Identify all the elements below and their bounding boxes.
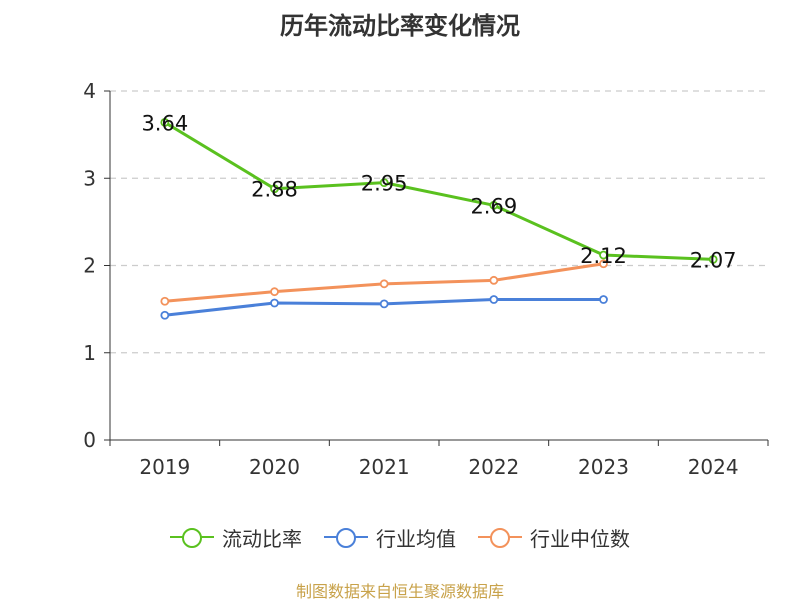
- data-point: [599, 259, 608, 269]
- legend-item-industry-median[interactable]: 行业中位数: [478, 523, 630, 552]
- legend-label-industry-median: 行业中位数: [530, 526, 630, 551]
- data-source-note: 制图数据来自恒生聚源数据库: [295, 582, 504, 601]
- legend-marker-industry-median: [478, 527, 522, 548]
- data-point: [599, 250, 608, 260]
- data-point: [708, 254, 718, 264]
- data-label: 2.69: [470, 194, 517, 218]
- x-tick-label: 2024: [688, 455, 739, 479]
- data-label: 2.95: [361, 172, 408, 196]
- data-point: [379, 299, 389, 309]
- legend-marker-current-ratio: [170, 527, 214, 548]
- x-tick-label: 2022: [468, 455, 519, 479]
- x-tick-label: 2019: [139, 455, 190, 479]
- series-line: [163, 120, 715, 261]
- data-point: [160, 310, 170, 320]
- chart-title: 历年流动比率变化情况: [280, 12, 520, 40]
- y-tick-label: 4: [83, 79, 96, 103]
- legend-label-current-ratio: 流动比率: [222, 526, 302, 551]
- data-point: [489, 275, 499, 285]
- y-tick-label: 3: [83, 166, 96, 190]
- data-point: [379, 178, 389, 188]
- y-tick-label: 0: [83, 428, 96, 452]
- legend-label-industry-average: 行业均值: [376, 526, 456, 551]
- legend-marker-industry-average: [324, 527, 368, 548]
- data-point: [379, 279, 389, 289]
- data-point: [270, 184, 279, 194]
- data-point: [160, 296, 170, 306]
- data-point: [489, 295, 499, 304]
- data-label: 2.12: [580, 244, 627, 268]
- data-point: [270, 298, 279, 308]
- x-tick-label: 2023: [578, 455, 629, 479]
- y-tick-label: 2: [83, 254, 96, 278]
- data-point: [599, 295, 608, 304]
- legend-item-industry-average[interactable]: 行业均值: [324, 523, 456, 552]
- data-point: [270, 287, 279, 297]
- legend-item-current-ratio[interactable]: 流动比率: [170, 523, 302, 552]
- data-point: [160, 118, 170, 127]
- data-point: [489, 200, 499, 210]
- data-label: 2.07: [690, 248, 737, 272]
- chart-legend: 流动比率 行业均值 行业中位数: [0, 520, 800, 554]
- x-tick-label: 2021: [359, 455, 410, 479]
- data-label: 3.64: [141, 111, 188, 135]
- y-tick-label: 1: [83, 341, 96, 365]
- data-label: 2.88: [251, 178, 298, 202]
- x-tick-label: 2020: [249, 455, 300, 479]
